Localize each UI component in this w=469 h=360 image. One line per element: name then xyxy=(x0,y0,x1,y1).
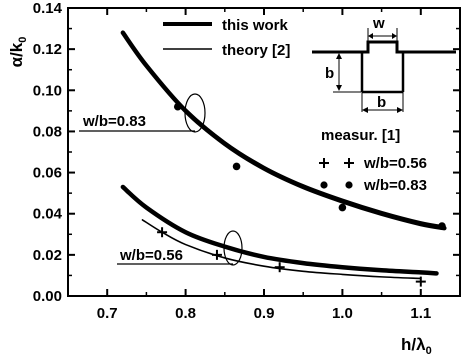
measurement-point-plus xyxy=(415,276,426,287)
legend-label-theory: theory [2] xyxy=(222,42,290,59)
y-axis-label: α/k0 xyxy=(7,37,29,68)
y-tick-label: 0.14 xyxy=(33,0,63,17)
measurement-point-dot xyxy=(338,203,347,212)
legend-label-this-work: this work xyxy=(222,17,289,34)
inset-label-w: w xyxy=(372,15,385,32)
x-axis-label: h/λ0 xyxy=(401,335,432,357)
series-thin-w-b-0.83 xyxy=(122,31,446,227)
inset-groove-diagram: w b b xyxy=(312,15,456,113)
x-tick-label: 1.1 xyxy=(410,305,431,322)
annotation-w-b-0.83: w/b=0.83 xyxy=(79,93,206,133)
x-tick-label: 0.9 xyxy=(254,305,275,322)
measurement-point-plus xyxy=(274,262,285,273)
measurement-legend: measur. [1] w/b=0.56 w/b=0.83 xyxy=(319,127,427,194)
series-thin-w-b-0.56 xyxy=(141,219,422,280)
measurement-point-plus xyxy=(157,227,168,238)
x-tick-label: 0.7 xyxy=(97,305,118,322)
y-tick-label: 0.04 xyxy=(33,206,63,223)
series-thick-w-b-0.56 xyxy=(120,184,439,276)
measurement-point-dot xyxy=(232,162,241,171)
inset-label-b-vertical: b xyxy=(325,65,334,82)
annotation-label-0.83: w/b=0.83 xyxy=(82,113,146,130)
annotation-w-b-0.56: w/b=0.56 xyxy=(117,230,243,266)
measurement-legend-label-0.83: w/b=0.83 xyxy=(363,177,427,194)
inset-label-b-horizontal: b xyxy=(377,94,386,111)
measurement-point-dot xyxy=(438,222,446,230)
measurement-point-plus xyxy=(211,249,222,260)
y-tick-label: 0.12 xyxy=(33,41,62,58)
measurement-legend-plus-symbols xyxy=(319,158,354,168)
annotation-label-0.56: w/b=0.56 xyxy=(119,247,183,264)
y-tick-label: 0.00 xyxy=(33,288,62,305)
measurement-point-dot xyxy=(173,102,182,111)
ticks-layer: 0.7 0.8 0.9 1.0 1.1 0.00 0.02 0.04 0.06 0.08 0.10 0… xyxy=(33,0,461,322)
y-tick-label: 0.08 xyxy=(33,123,62,140)
curves-layer xyxy=(120,30,447,280)
plot-frame xyxy=(67,7,461,297)
y-tick-label: 0.06 xyxy=(33,165,62,182)
measurement-legend-title: measur. [1] xyxy=(321,127,400,144)
x-tick-label: 0.8 xyxy=(175,305,196,322)
y-tick-label: 0.10 xyxy=(33,82,62,99)
measurement-legend-dot-symbols xyxy=(320,181,353,189)
y-tick-label: 0.02 xyxy=(33,247,62,264)
markers-layer xyxy=(157,102,446,287)
legend: this work theory [2] xyxy=(163,17,290,59)
measurement-legend-label-0.56: w/b=0.56 xyxy=(363,155,427,172)
x-tick-label: 1.0 xyxy=(332,305,353,322)
